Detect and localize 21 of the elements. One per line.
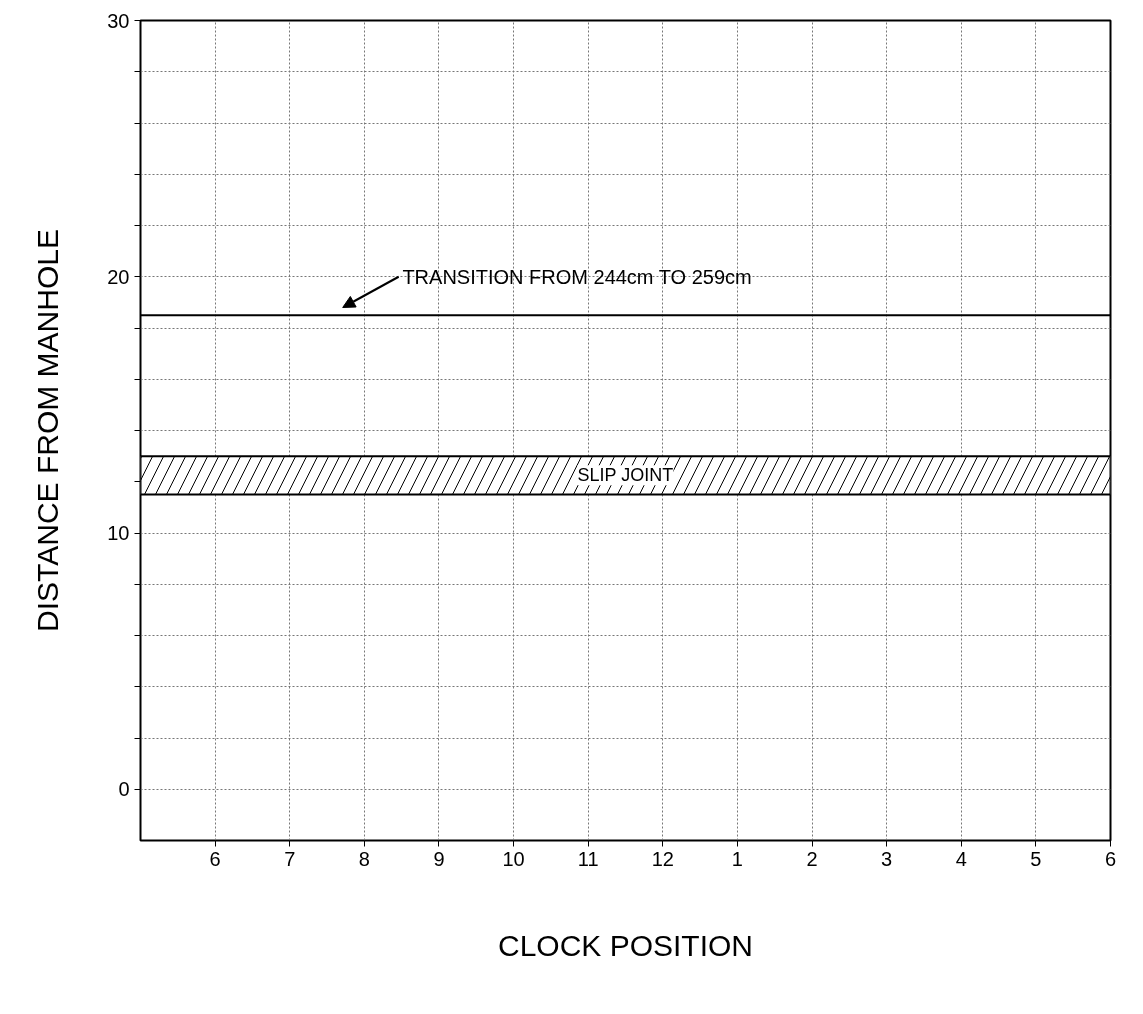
x-tick-label: 3 (881, 847, 893, 870)
x-tick-label: 6 (1104, 847, 1117, 870)
y-axis-title: DISTANCE FROM MANHOLE (31, 229, 65, 632)
band-label: SLIP JOINT (577, 465, 674, 486)
x-tick-label: 5 (1030, 847, 1042, 870)
x-tick-label: 9 (433, 847, 445, 870)
x-tick-label: 10 (502, 847, 525, 870)
y-tick-label: 10 (107, 522, 130, 544)
x-axis-title: CLOCK POSITION (497, 928, 754, 962)
y-tick-label: 30 (107, 9, 130, 32)
y-tick-label: 20 (107, 265, 130, 288)
x-tick-label: 7 (284, 847, 296, 870)
x-tick-label: 12 (651, 847, 674, 870)
ref-line-label: TRANSITION FROM 244cm TO 259cm (402, 265, 752, 288)
x-tick-label: 4 (955, 847, 967, 870)
x-tick-label: 2 (806, 847, 818, 870)
x-tick-label: 8 (358, 847, 370, 870)
y-tick-label: 0 (118, 778, 130, 801)
x-tick-label: 1 (731, 847, 743, 870)
x-tick-label: 11 (577, 847, 599, 870)
x-tick-label: 6 (209, 847, 221, 870)
